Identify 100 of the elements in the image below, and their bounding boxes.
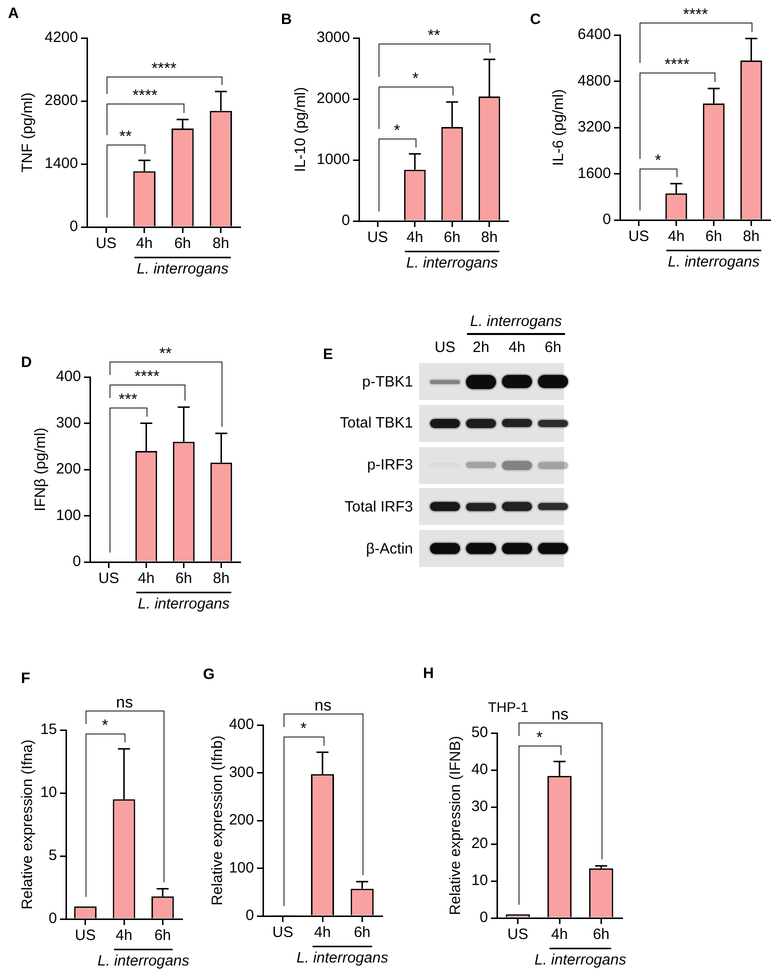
y-tick-label: 0 xyxy=(72,553,81,570)
y-tick-label: 100 xyxy=(228,859,254,876)
category-label: 6h xyxy=(544,339,562,356)
x-tick-label: US xyxy=(628,228,650,246)
category-label: US xyxy=(434,339,456,356)
y-tick-label: 0 xyxy=(246,907,254,924)
x-tick-label: 4h xyxy=(136,235,153,252)
x-axis-title: L. interrogans xyxy=(138,596,230,613)
y-axis-title: TNF (pg/ml) xyxy=(19,92,36,172)
x-axis-title: L. interrogans xyxy=(534,952,627,969)
y-tick-label: 0 xyxy=(48,910,57,928)
chart-title: B xyxy=(281,11,292,28)
annotation: **** xyxy=(152,60,176,78)
y-axis-title: IL-6 (pg/ml) xyxy=(550,89,568,166)
chart-title: G xyxy=(203,666,215,683)
x-tick-label: 6h xyxy=(354,924,371,942)
y-tick-label: 10 xyxy=(471,872,488,890)
x-tick-label: 6h xyxy=(592,926,610,944)
annotation: * xyxy=(300,720,307,738)
x-tick-label: US xyxy=(507,926,528,944)
text: ns xyxy=(314,698,332,714)
text: ns xyxy=(116,694,133,712)
chart-subtitle: THP-1 xyxy=(488,699,528,715)
x-tick-label: 4h xyxy=(668,228,685,246)
y-tick-label: 400 xyxy=(56,368,81,386)
y-tick-label: 2000 xyxy=(316,90,350,108)
text: L. interrogans xyxy=(470,313,562,330)
y-tick-label: 2800 xyxy=(44,92,78,110)
x-tick-label: 4h xyxy=(406,229,424,246)
category-label: 2h xyxy=(472,339,490,356)
y-tick-label: 300 xyxy=(56,414,81,432)
x-tick-label: 4h xyxy=(314,924,331,942)
y-tick-label: 3000 xyxy=(316,29,350,46)
y-tick-label: 1000 xyxy=(316,151,350,168)
category-label: Total TBK1 xyxy=(340,414,413,432)
x-tick-label: US xyxy=(74,927,96,944)
y-tick-label: 3200 xyxy=(578,118,611,136)
annotation: **** xyxy=(664,56,690,74)
annotation: ** xyxy=(428,28,440,44)
annotation: * xyxy=(412,70,419,88)
x-tick-label: 8h xyxy=(212,570,230,588)
x-tick-label: 8h xyxy=(212,235,230,252)
x-tick-label: 6h xyxy=(174,235,191,252)
text: **** xyxy=(683,6,708,24)
y-tick-label: 0 xyxy=(480,909,488,926)
chart-title: F xyxy=(21,670,30,687)
chart-title: C xyxy=(530,11,541,28)
y-axis-title: Relative expression (Ifnb) xyxy=(209,735,226,906)
x-axis-title: L. interrogans xyxy=(668,254,760,271)
y-axis-title: IFNβ (pg/ml) xyxy=(32,428,50,512)
y-tick-label: 4800 xyxy=(578,72,611,90)
text: E xyxy=(323,346,334,363)
x-axis-title: L. interrogans xyxy=(97,952,190,970)
annotation: **** xyxy=(134,368,160,386)
y-tick-label: 10 xyxy=(40,784,57,802)
category-label: Total IRF3 xyxy=(344,498,413,516)
y-tick-label: 300 xyxy=(228,764,254,781)
y-tick-label: 15 xyxy=(40,721,57,738)
annotation: **** xyxy=(132,88,158,104)
x-tick-label: 4h xyxy=(116,927,132,944)
x-tick-label: 4h xyxy=(138,570,155,588)
y-tick-label: 4200 xyxy=(44,29,78,46)
annotation: * xyxy=(394,122,400,140)
x-tick-label: 6h xyxy=(705,228,722,246)
y-tick-label: 400 xyxy=(228,716,254,734)
x-axis-title: L. interrogans xyxy=(296,950,389,967)
x-tick-label: 8h xyxy=(481,229,498,246)
y-tick-label: 50 xyxy=(471,724,488,742)
y-tick-label: 40 xyxy=(471,761,488,778)
category-label: p-IRF3 xyxy=(367,456,413,474)
x-axis-title: L. interrogans xyxy=(406,254,498,272)
annotation: * xyxy=(102,718,108,734)
y-tick-label: 1400 xyxy=(44,155,78,172)
x-tick-label: 8h xyxy=(742,228,760,246)
annotation: * xyxy=(654,152,662,170)
y-axis-title: Relative expression (Ifna) xyxy=(19,739,36,910)
y-tick-label: 0 xyxy=(70,218,78,236)
x-tick-label: 6h xyxy=(175,570,192,588)
y-tick-label: 0 xyxy=(342,212,350,230)
x-tick-label: US xyxy=(96,235,117,252)
annotation: ** xyxy=(119,128,132,146)
y-tick-label: 0 xyxy=(602,211,611,228)
category-label: p-TBK1 xyxy=(362,373,413,390)
category-label: β-Actin xyxy=(366,540,413,557)
x-tick-label: US xyxy=(98,570,120,588)
y-tick-label: 30 xyxy=(471,798,488,816)
text: ** xyxy=(159,346,172,362)
chart-title: D xyxy=(21,354,32,371)
y-tick-label: 5 xyxy=(48,847,57,864)
x-tick-label: 6h xyxy=(444,229,460,246)
y-tick-label: 1600 xyxy=(578,164,611,182)
annotation: * xyxy=(536,730,543,746)
x-tick-label: US xyxy=(367,229,388,246)
x-axis-title: L. interrogans xyxy=(136,260,229,278)
x-tick-label: 6h xyxy=(154,927,172,944)
y-tick-label: 100 xyxy=(56,506,81,524)
chart-title: A xyxy=(8,5,19,22)
y-tick-label: 200 xyxy=(56,460,81,478)
x-tick-label: US xyxy=(272,924,294,942)
category-label: 4h xyxy=(508,339,526,356)
